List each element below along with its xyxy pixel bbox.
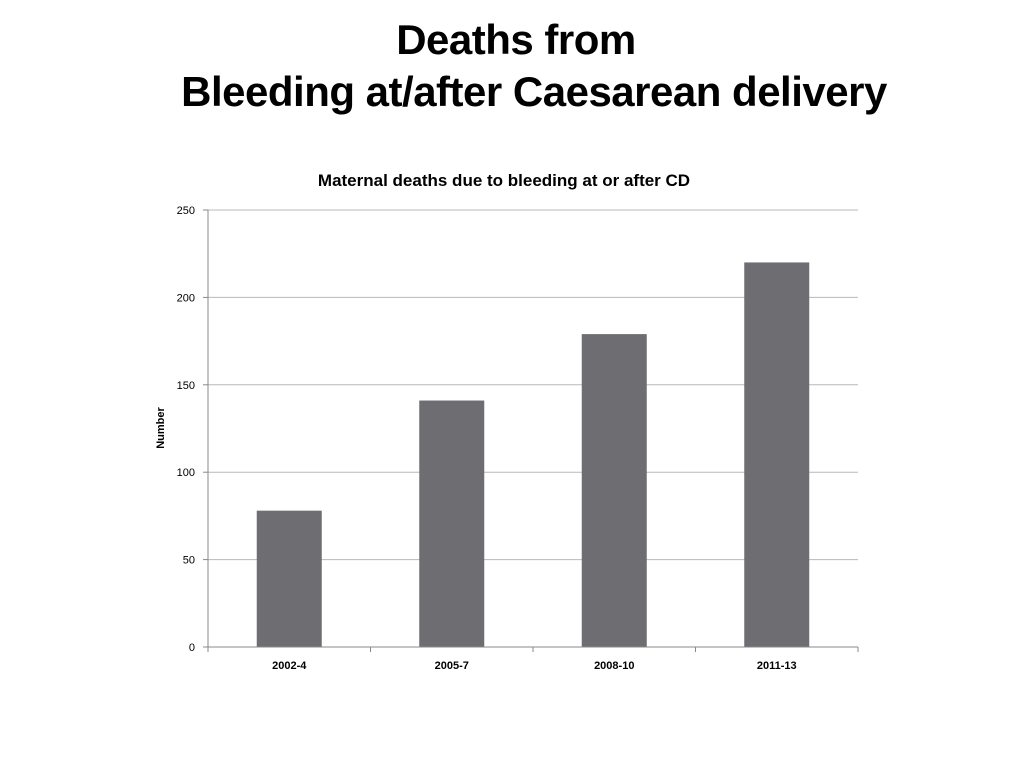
bar-2002-4 (256, 510, 322, 647)
chart-title: Maternal deaths due to bleeding at or af… (318, 171, 690, 190)
y-tick-label: 250 (177, 205, 195, 217)
y-tick-label: 50 (183, 555, 195, 567)
slide-title: Deaths from Bleeding at/after Caesarean … (0, 14, 1024, 118)
bar-2008-10 (581, 334, 647, 647)
axes (203, 209, 859, 652)
y-tick-label: 200 (177, 292, 195, 304)
y-tick-label: 150 (177, 380, 195, 392)
x-tick-label: 2005-7 (435, 660, 469, 672)
y-axis-label: Number (155, 407, 167, 449)
bars (256, 262, 810, 647)
x-tick-label: 2002-4 (272, 660, 307, 672)
slide-title-line-1: Deaths from (396, 16, 636, 63)
y-tick-label: 0 (189, 642, 195, 654)
x-tick-label: 2011-13 (757, 660, 797, 672)
bar-2005-7 (419, 400, 485, 647)
slide-title-line-2: Bleeding at/after Caesarean delivery (181, 68, 887, 115)
bar-2011-13 (744, 262, 810, 647)
y-tick-label: 100 (177, 467, 195, 479)
x-tick-label: 2008-10 (594, 660, 634, 672)
y-tick-labels: 0 50 100 150 200 250 (177, 205, 195, 654)
x-tick-labels: 2002-4 2005-7 2008-10 2011-13 (272, 660, 797, 672)
